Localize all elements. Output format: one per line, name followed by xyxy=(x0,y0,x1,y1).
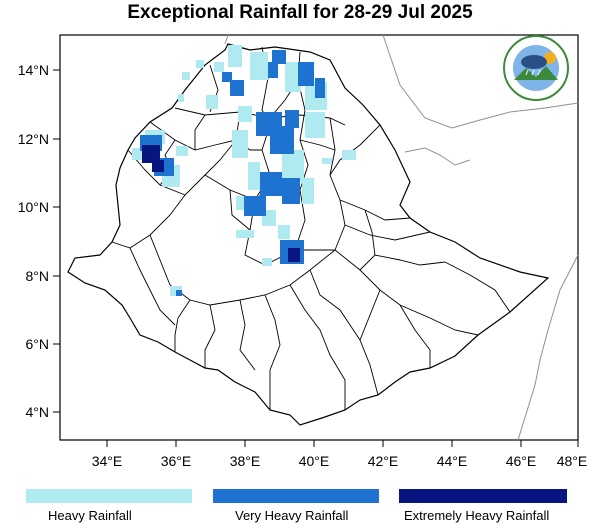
legend-label-heavy: Heavy Rainfall xyxy=(48,508,132,523)
very-heavy-rainfall-cells xyxy=(140,50,325,296)
legend-swatch-very-heavy xyxy=(213,489,379,503)
sun-icon xyxy=(544,52,556,64)
x-tick-label: 42°E xyxy=(368,453,399,469)
legend-swatch-extreme xyxy=(399,489,567,503)
neighbour-borders xyxy=(224,34,579,441)
x-tick-label: 34°E xyxy=(92,453,123,469)
legend-swatch-heavy xyxy=(26,489,192,503)
legend-label-very-heavy: Very Heavy Rainfall xyxy=(235,508,349,523)
legend-label-extreme: Extremely Heavy Rainfall xyxy=(404,508,550,523)
ethiopia-outline xyxy=(67,43,550,426)
x-tick-label: 46°E xyxy=(506,453,537,469)
extreme-rainfall-cells xyxy=(142,145,300,262)
rainfall-map: 34°E 36°E 38°E 40°E 42°E 44°E 46°E 48°E … xyxy=(18,34,588,469)
x-tick-label: 36°E xyxy=(161,453,192,469)
y-tick-label: 6°N xyxy=(26,336,50,352)
x-tick-label: 44°E xyxy=(437,453,468,469)
cloud-icon xyxy=(521,55,547,69)
y-tick-label: 10°N xyxy=(18,199,49,215)
y-tick-label: 12°N xyxy=(18,131,49,147)
x-tick-label: 38°E xyxy=(230,453,261,469)
x-tick-label: 40°E xyxy=(299,453,330,469)
y-tick-label: 8°N xyxy=(26,268,50,284)
tick-marks xyxy=(53,69,579,447)
y-tick-label: 4°N xyxy=(26,404,50,420)
y-tick-label: 14°N xyxy=(18,62,49,78)
mountain-icon xyxy=(514,66,558,80)
institute-logo xyxy=(503,35,569,101)
map-title: Exceptional Rainfall for 28-29 Jul 2025 xyxy=(127,2,473,23)
rain-icon xyxy=(525,69,541,76)
x-tick-label: 48°E xyxy=(557,453,588,469)
